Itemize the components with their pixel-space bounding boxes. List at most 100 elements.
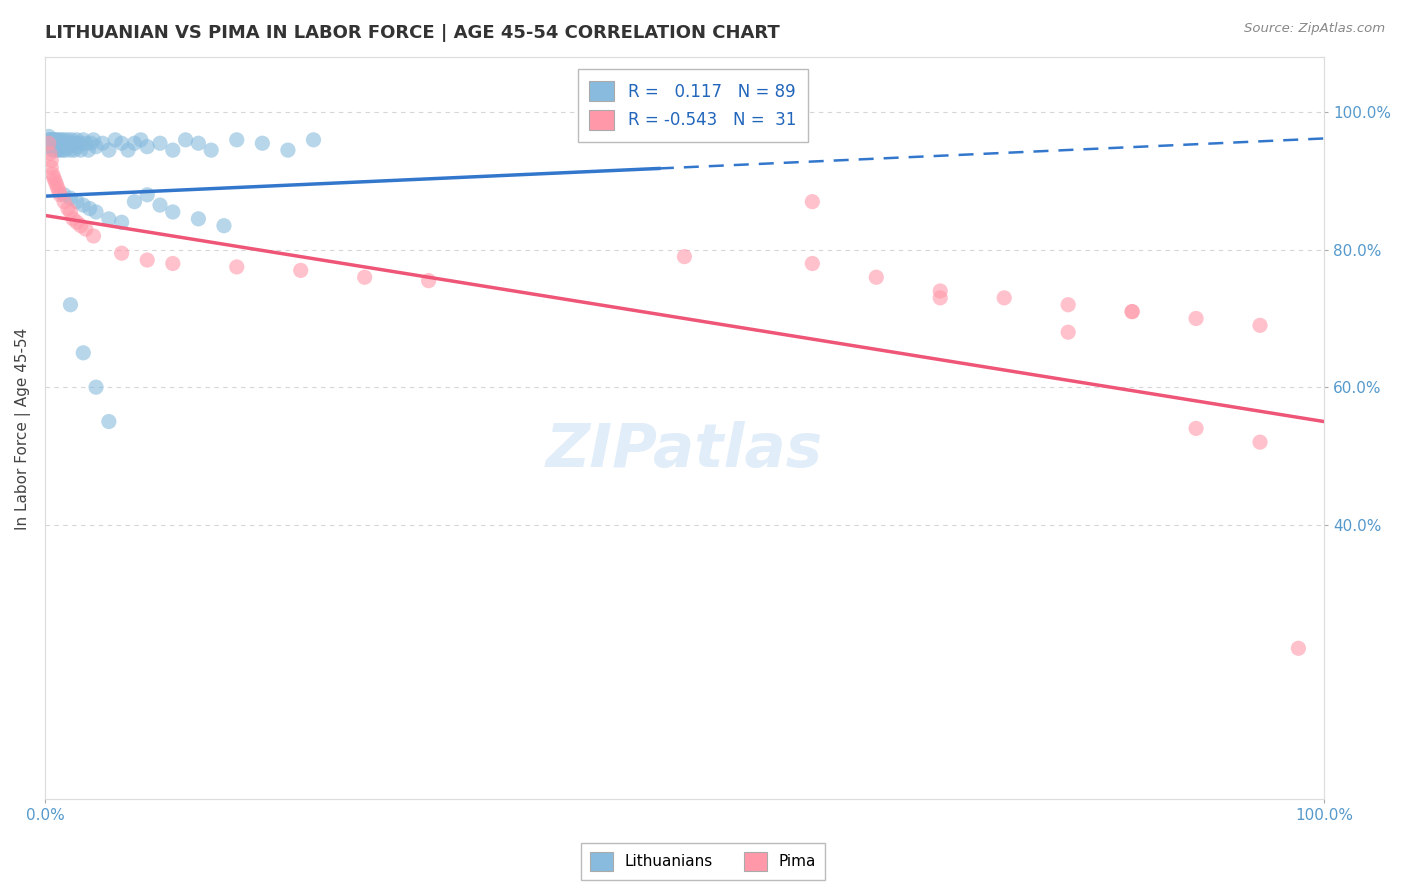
Point xyxy=(62,211,84,226)
Point xyxy=(1057,298,1080,312)
Point xyxy=(39,136,62,151)
Point xyxy=(39,133,62,147)
Point xyxy=(39,146,62,161)
Point xyxy=(45,133,67,147)
Point xyxy=(1249,435,1271,450)
Point xyxy=(91,136,114,151)
Point xyxy=(39,136,62,151)
Point xyxy=(200,143,222,157)
Point xyxy=(55,136,77,151)
Point xyxy=(302,133,325,147)
Point xyxy=(187,136,209,151)
Point xyxy=(48,133,70,147)
Point xyxy=(45,178,67,192)
Point xyxy=(51,133,73,147)
Point xyxy=(44,143,66,157)
Point xyxy=(1057,325,1080,339)
Point xyxy=(53,143,76,157)
Point xyxy=(52,139,75,153)
Point xyxy=(82,229,104,244)
Point xyxy=(66,215,89,229)
Point xyxy=(46,139,69,153)
Point xyxy=(53,187,76,202)
Point xyxy=(41,136,63,151)
Point xyxy=(62,136,84,151)
Point xyxy=(48,185,70,199)
Point xyxy=(673,250,696,264)
Point xyxy=(45,136,67,151)
Point xyxy=(49,136,72,151)
Point xyxy=(59,136,82,151)
Point xyxy=(49,187,72,202)
Point xyxy=(104,133,127,147)
Point xyxy=(97,211,120,226)
Point xyxy=(37,136,59,151)
Point xyxy=(97,143,120,157)
Point xyxy=(79,202,101,216)
Point xyxy=(801,194,824,209)
Point xyxy=(1286,641,1309,656)
Point xyxy=(48,139,70,153)
Point xyxy=(84,139,107,153)
Y-axis label: In Labor Force | Age 45-54: In Labor Force | Age 45-54 xyxy=(15,327,31,530)
Point xyxy=(212,219,235,233)
Point xyxy=(290,263,312,277)
Point xyxy=(53,133,76,147)
Point xyxy=(44,136,66,151)
Point xyxy=(149,198,172,212)
Point xyxy=(59,143,82,157)
Point xyxy=(38,136,60,151)
Point xyxy=(52,143,75,157)
Point xyxy=(42,133,65,147)
Point xyxy=(111,136,134,151)
Point xyxy=(66,194,89,209)
Point xyxy=(252,136,274,151)
Point xyxy=(69,219,91,233)
Point xyxy=(124,136,146,151)
Point xyxy=(44,133,66,147)
Point xyxy=(97,415,120,429)
Point xyxy=(41,167,63,181)
Point xyxy=(42,170,65,185)
Text: Source: ZipAtlas.com: Source: ZipAtlas.com xyxy=(1244,22,1385,36)
Point xyxy=(117,143,139,157)
Point xyxy=(59,205,82,219)
Point xyxy=(67,139,90,153)
Point xyxy=(174,133,197,147)
Point xyxy=(41,143,63,157)
Point xyxy=(353,270,375,285)
Point xyxy=(39,139,62,153)
Point xyxy=(46,181,69,195)
Point xyxy=(162,256,184,270)
Point xyxy=(67,136,90,151)
Point xyxy=(111,215,134,229)
Point xyxy=(58,139,80,153)
Point xyxy=(42,136,65,151)
Point xyxy=(418,274,440,288)
Point xyxy=(136,253,159,268)
Point xyxy=(136,139,159,153)
Point xyxy=(39,139,62,153)
Point xyxy=(53,194,76,209)
Point xyxy=(225,260,247,274)
Point xyxy=(111,246,134,260)
Point xyxy=(59,191,82,205)
Point xyxy=(277,143,299,157)
Point xyxy=(51,136,73,151)
Point xyxy=(162,205,184,219)
Point xyxy=(84,380,107,394)
Point xyxy=(65,136,87,151)
Point xyxy=(162,143,184,157)
Point xyxy=(225,133,247,147)
Point xyxy=(1185,311,1208,326)
Point xyxy=(1121,304,1143,318)
Point xyxy=(72,346,94,360)
Point xyxy=(53,136,76,151)
Text: LITHUANIAN VS PIMA IN LABOR FORCE | AGE 45-54 CORRELATION CHART: LITHUANIAN VS PIMA IN LABOR FORCE | AGE … xyxy=(45,24,780,42)
Point xyxy=(80,136,103,151)
Point xyxy=(84,205,107,219)
Point xyxy=(66,133,89,147)
Text: ZIPatlas: ZIPatlas xyxy=(546,421,823,480)
Point xyxy=(929,284,952,298)
Point xyxy=(39,133,62,147)
